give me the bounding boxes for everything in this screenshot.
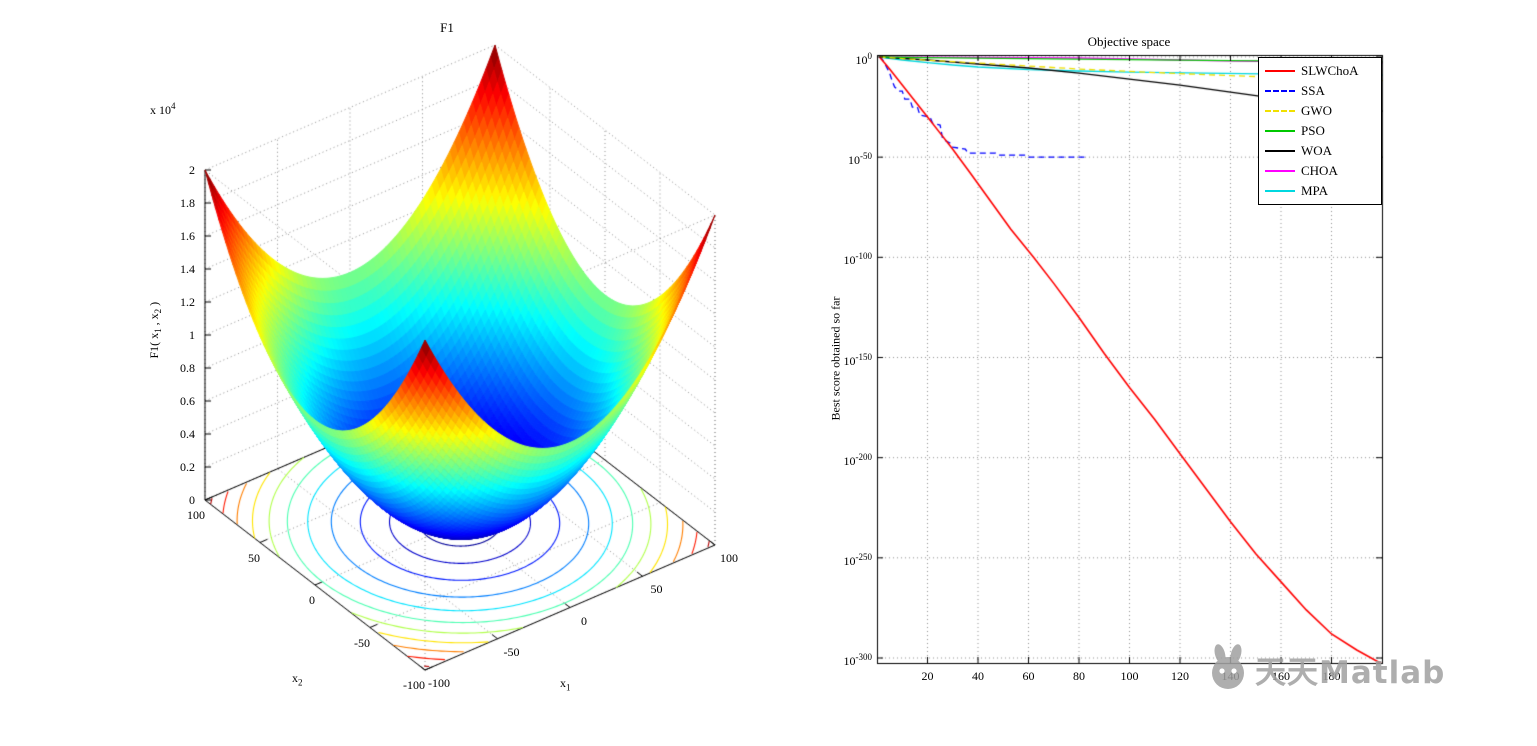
legend-entry-pso: PSO (1259, 121, 1381, 141)
legend-label: WOA (1301, 143, 1333, 158)
legend-entry-ssa: SSA (1259, 81, 1381, 101)
y-tick-label: 10-150 (843, 351, 873, 368)
y-tick-label: 10-50 (848, 151, 872, 168)
z-tick-label: 0.4 (180, 427, 195, 441)
x1-axis-label: x1 (560, 676, 571, 693)
x-tick-label: 80 (1073, 669, 1085, 683)
x-tick-label: 100 (1120, 669, 1139, 683)
right-plot-title: Objective space (1087, 34, 1171, 49)
x1-tick-label: 50 (650, 582, 663, 597)
z-tick-label: 0.6 (180, 394, 195, 408)
legend-line-sample (1265, 130, 1295, 132)
x1-tick-label: 100 (720, 551, 738, 565)
legend-line-sample (1265, 110, 1295, 112)
x2-tick-label: 0 (309, 593, 315, 607)
z-tick-label: 1 (189, 328, 195, 342)
x1-tick-label: -50 (503, 644, 520, 659)
z-tick-label: 1.2 (180, 295, 195, 309)
z-tick-label: 2 (189, 163, 195, 177)
y-tick-label: 100 (855, 51, 873, 67)
legend-line-sample (1265, 150, 1295, 152)
legend-label: SLWChoA (1301, 63, 1359, 78)
y-tick-label: 10-250 (843, 551, 873, 568)
x2-tick-label: 100 (187, 508, 205, 522)
z-tick-label: 0.2 (180, 460, 195, 474)
legend-box: SLWChoA SSA GWO PSO WOA CHOA MPA (1258, 57, 1382, 205)
legend-label: PSO (1301, 123, 1325, 138)
x-tick-label: 160 (1272, 669, 1290, 683)
y-tick-label: 10-200 (843, 451, 873, 468)
z-tick-label: 1.8 (180, 196, 195, 210)
legend-entry-mpa: MPA (1259, 181, 1381, 201)
legend-line-sample (1265, 70, 1295, 72)
z-tick-label: 1.4 (180, 262, 195, 276)
x-tick-label: 40 (972, 669, 984, 683)
legend-entry-slwchoa: SLWChoA (1259, 61, 1381, 81)
z-tick-label: 0 (189, 493, 195, 507)
watermark: 天天Matlab (1205, 643, 1445, 696)
legend-label: MPA (1301, 183, 1328, 198)
legend-line-sample (1265, 90, 1295, 92)
x-tick-label: 20 (921, 669, 934, 683)
legend-label: GWO (1301, 103, 1333, 118)
legend-line-sample (1265, 170, 1295, 172)
z-axis-exponent: x 104 (150, 101, 176, 117)
x1-tick-label: -100 (428, 676, 450, 690)
x-tick-label: 180 (1322, 669, 1341, 683)
legend-line-sample (1265, 190, 1295, 192)
x-tick-label: 120 (1171, 669, 1189, 683)
legend-label: CHOA (1301, 163, 1338, 178)
legend-label: SSA (1301, 83, 1325, 98)
y-tick-label: 10-100 (843, 251, 873, 268)
watermark-text: 天天Matlab (1255, 655, 1446, 691)
z-tick-label: 1.6 (180, 229, 195, 243)
z-tick-label: 0.8 (180, 361, 195, 375)
legend-entry-choa: CHOA (1259, 161, 1381, 181)
x-tick-label: 60 (1022, 669, 1035, 683)
y-tick-label: 10-300 (843, 652, 873, 668)
x2-tick-label: -50 (354, 635, 370, 650)
legend-entry-woa: WOA (1259, 141, 1381, 161)
x2-tick-label: 50 (248, 550, 260, 565)
legend-entry-gwo: GWO (1259, 101, 1381, 121)
left-plot-title: F1 (440, 20, 454, 35)
x2-axis-label: x2 (292, 671, 303, 688)
x1-tick-label: 0 (581, 613, 587, 628)
rabbit-logo-icon (1205, 643, 1251, 696)
x2-tick-label: -100 (403, 678, 425, 692)
